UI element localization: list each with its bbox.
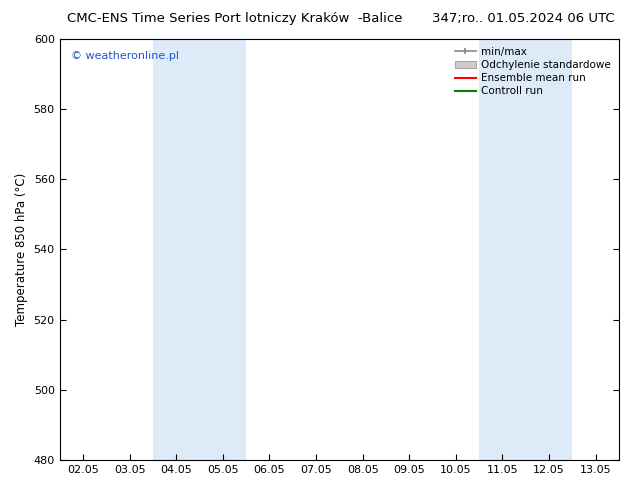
Text: 347;ro.. 01.05.2024 06 UTC: 347;ro.. 01.05.2024 06 UTC (432, 12, 615, 25)
Text: CMC-ENS Time Series Port lotniczy Kraków  -Balice: CMC-ENS Time Series Port lotniczy Kraków… (67, 12, 403, 25)
Bar (479, 39, 573, 460)
Legend: min/max, Odchylenie standardowe, Ensemble mean run, Controll run: min/max, Odchylenie standardowe, Ensembl… (452, 44, 614, 99)
Text: © weatheronline.pl: © weatheronline.pl (71, 51, 179, 61)
Y-axis label: Temperature 850 hPa (°C): Temperature 850 hPa (°C) (15, 173, 28, 326)
Bar (153, 39, 246, 460)
